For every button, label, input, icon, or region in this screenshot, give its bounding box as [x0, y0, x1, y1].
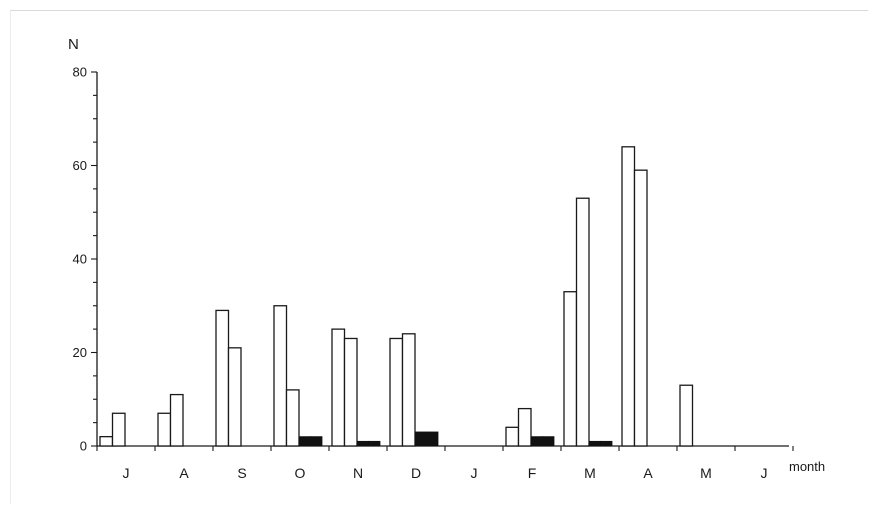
- bar-open: [111, 412, 126, 447]
- y-tick-label: 0: [80, 439, 87, 454]
- chart-axes: [91, 71, 794, 451]
- month-label: D: [411, 465, 421, 481]
- month-label: J: [761, 465, 768, 481]
- y-tick-label: 40: [73, 252, 87, 267]
- bar-filled: [356, 440, 369, 447]
- bar-open: [285, 389, 300, 447]
- month-label: M: [584, 465, 596, 481]
- bar-open: [633, 169, 648, 447]
- bar-open: [389, 337, 404, 447]
- bar-open: [215, 309, 230, 447]
- bar-open: [563, 291, 578, 447]
- month-label: J: [471, 465, 478, 481]
- bar-open: [575, 197, 590, 447]
- bar-filled: [310, 436, 323, 447]
- bar-filled: [298, 436, 311, 447]
- x-axis-title: month: [789, 459, 825, 474]
- bar-open: [401, 333, 416, 447]
- bar-open: [99, 435, 114, 447]
- bar-open: [679, 384, 694, 447]
- bar-open: [157, 412, 172, 447]
- bar-filled: [426, 431, 439, 447]
- bar-open: [169, 393, 184, 447]
- bar-filled: [542, 436, 555, 447]
- month-label: O: [295, 465, 306, 481]
- month-label: A: [179, 465, 189, 481]
- chart-labels: 0 20 40 60 80 J A S O N D J F M A M J: [73, 65, 768, 482]
- month-label: F: [528, 465, 537, 481]
- bar-open: [517, 407, 532, 447]
- bar-open: [505, 426, 520, 447]
- bar-open: [621, 146, 636, 447]
- month-label: N: [353, 465, 363, 481]
- chart-frame: [10, 10, 868, 504]
- bar-open: [227, 347, 242, 447]
- chart-bars: [99, 146, 694, 447]
- bar-filled: [588, 440, 601, 447]
- bar-open: [273, 305, 288, 447]
- bar-filled: [530, 436, 543, 447]
- month-label: S: [237, 465, 246, 481]
- month-label: M: [700, 465, 712, 481]
- y-tick-label: 60: [73, 158, 87, 173]
- y-tick-label: 80: [73, 65, 87, 80]
- month-label: J: [123, 465, 130, 481]
- bar-filled: [414, 431, 427, 447]
- month-label: A: [643, 465, 653, 481]
- bar-filled: [600, 440, 613, 447]
- bar-open: [331, 328, 346, 447]
- y-tick-label: 20: [73, 345, 87, 360]
- bar-filled: [368, 440, 381, 447]
- bar-open: [343, 337, 358, 447]
- y-axis-title: N: [68, 36, 79, 53]
